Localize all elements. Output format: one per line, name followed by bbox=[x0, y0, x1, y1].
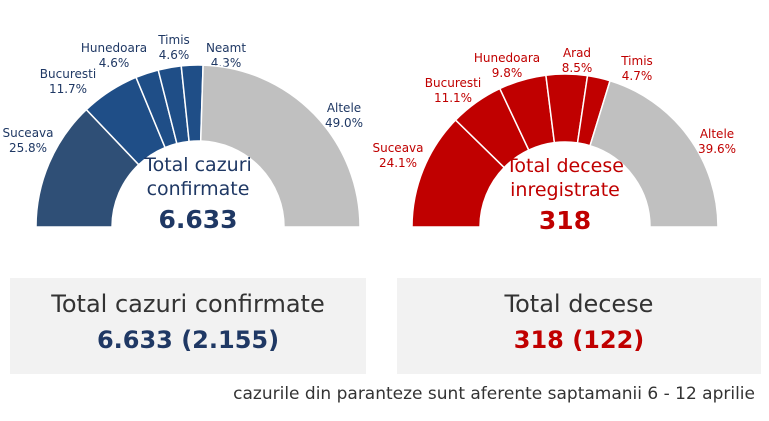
slice-label-suceava: Suceava bbox=[372, 141, 423, 155]
slice-value-altele: 49.0% bbox=[325, 116, 363, 130]
slice-value-suceava: 24.1% bbox=[379, 156, 417, 170]
slice-value-timis: 4.6% bbox=[159, 48, 190, 62]
cases-summary-value: 6.633 (2.155) bbox=[96, 326, 280, 354]
cases-half-donut: Suceava25.8%Bucuresti11.7%Hunedoara4.6%T… bbox=[2, 33, 363, 234]
slice-value-arad: 8.5% bbox=[562, 61, 593, 75]
slice-value-hunedoara: 4.6% bbox=[99, 56, 130, 70]
slice-label-timis: Timis bbox=[157, 33, 190, 47]
slice-label-altele: Altele bbox=[327, 101, 361, 115]
slice-value-suceava: 25.8% bbox=[9, 141, 47, 155]
slice-label-neamt: Neamt bbox=[206, 41, 246, 55]
slice-value-hunedoara: 9.8% bbox=[492, 66, 523, 80]
slice-label-arad: Arad bbox=[563, 46, 591, 60]
slice-label-suceava: Suceava bbox=[2, 126, 53, 140]
slice-label-bucuresti: Bucuresti bbox=[40, 67, 96, 81]
deaths-summary-value: 318 (122) bbox=[513, 326, 645, 354]
center-title-line1: Total cazuri bbox=[143, 154, 252, 176]
slice-label-bucuresti: Bucuresti bbox=[425, 76, 481, 90]
center-title-line2: inregistrate bbox=[510, 179, 620, 201]
slice-label-altele: Altele bbox=[700, 127, 734, 141]
deaths-summary-box: Total decese 318 (122) bbox=[397, 278, 761, 374]
cases-summary-title: Total cazuri confirmate bbox=[51, 290, 325, 318]
deaths-summary-title: Total decese bbox=[504, 290, 654, 318]
slice-value-timis: 4.7% bbox=[622, 69, 653, 83]
slice-altele bbox=[589, 79, 719, 228]
slice-altele bbox=[199, 64, 361, 228]
cases-summary-box: Total cazuri confirmate 6.633 (2.155) bbox=[10, 278, 366, 374]
slice-label-hunedoara: Hunedoara bbox=[474, 51, 540, 65]
slice-value-bucuresti: 11.7% bbox=[49, 82, 87, 96]
slice-value-altele: 39.6% bbox=[698, 142, 736, 156]
center-value: 318 bbox=[539, 206, 591, 235]
center-value: 6.633 bbox=[158, 205, 237, 234]
center-title-line1: Total decese bbox=[505, 155, 624, 177]
center-title-line2: confirmate bbox=[147, 178, 250, 200]
slice-label-hunedoara: Hunedoara bbox=[81, 41, 147, 55]
slice-value-bucuresti: 11.1% bbox=[434, 91, 472, 105]
slice-label-timis: Timis bbox=[620, 54, 653, 68]
footnote: cazurile din paranteze sunt aferente sap… bbox=[233, 384, 755, 404]
